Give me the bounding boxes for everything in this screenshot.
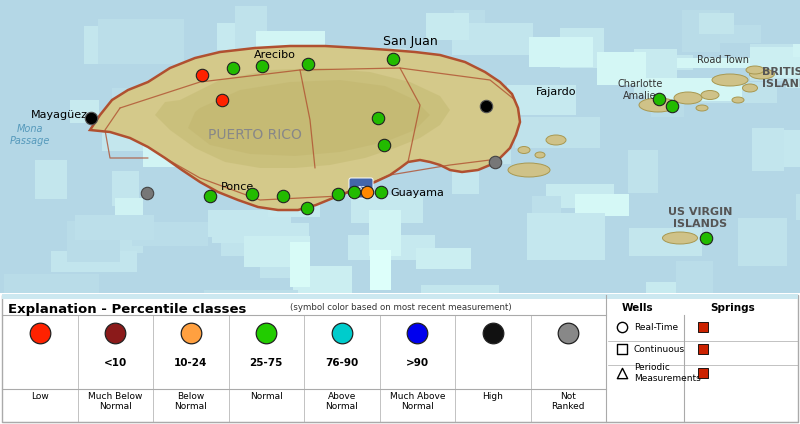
Text: 76-90: 76-90 <box>325 358 358 368</box>
FancyBboxPatch shape <box>349 178 373 198</box>
Point <box>361 189 374 195</box>
Polygon shape <box>188 80 430 156</box>
Ellipse shape <box>701 90 719 100</box>
Text: Charlotte
Amalie: Charlotte Amalie <box>618 79 662 101</box>
Point <box>666 103 678 109</box>
Text: (symbol color based on most recent measurement): (symbol color based on most recent measu… <box>290 303 512 312</box>
Ellipse shape <box>712 74 748 86</box>
Bar <box>2 294 798 299</box>
Point <box>616 324 629 330</box>
Point <box>203 192 216 199</box>
Point <box>616 370 629 377</box>
Ellipse shape <box>746 66 764 74</box>
Text: Arecibo: Arecibo <box>254 50 296 60</box>
Text: Explanation - Percentile classes: Explanation - Percentile classes <box>8 303 246 316</box>
Point <box>301 205 314 212</box>
Text: >90: >90 <box>406 358 429 368</box>
Text: High: High <box>482 392 503 401</box>
Point <box>411 329 424 336</box>
Point <box>109 329 122 336</box>
Text: BRITISH VIRGI
ISLANDS: BRITISH VIRGI ISLANDS <box>762 67 800 89</box>
Point <box>697 346 710 352</box>
Point <box>302 61 314 67</box>
Text: Low: Low <box>31 392 49 401</box>
Text: 52: 52 <box>358 187 366 192</box>
Ellipse shape <box>546 135 566 145</box>
Text: US VIRGIN
ISLANDS: US VIRGIN ISLANDS <box>668 207 732 229</box>
Point <box>378 142 390 148</box>
Text: Springs: Springs <box>710 303 754 313</box>
Point <box>486 329 499 336</box>
Ellipse shape <box>662 232 698 244</box>
Point <box>371 114 385 121</box>
Ellipse shape <box>508 163 550 177</box>
Ellipse shape <box>732 97 744 103</box>
Text: Much Below
Normal: Much Below Normal <box>88 392 142 411</box>
Ellipse shape <box>639 98 677 112</box>
Point <box>697 324 710 330</box>
Text: San Juan: San Juan <box>382 36 438 48</box>
Text: Guayama: Guayama <box>390 188 444 198</box>
Point <box>616 346 629 352</box>
Point <box>195 72 208 78</box>
Point <box>697 370 710 377</box>
Ellipse shape <box>696 105 708 111</box>
Text: Above
Normal: Above Normal <box>326 392 358 411</box>
Ellipse shape <box>742 84 758 92</box>
Point <box>85 114 98 121</box>
Point <box>34 329 46 336</box>
Text: Much Above
Normal: Much Above Normal <box>390 392 445 411</box>
Text: Mayagüez: Mayagüez <box>31 110 88 120</box>
Text: Normal: Normal <box>250 392 282 401</box>
Text: Fajardo: Fajardo <box>536 87 577 97</box>
Text: Wells: Wells <box>622 303 654 313</box>
Text: Real-Time: Real-Time <box>634 323 678 332</box>
Point <box>256 63 269 70</box>
Text: Not
Ranked: Not Ranked <box>551 392 585 411</box>
Text: Road Town: Road Town <box>697 55 749 65</box>
Point <box>480 103 493 109</box>
Text: Mona
Passage: Mona Passage <box>10 124 50 146</box>
Polygon shape <box>90 46 520 210</box>
Point <box>226 64 239 71</box>
Point <box>386 56 399 62</box>
Text: Periodic
Measurements: Periodic Measurements <box>634 363 701 383</box>
Ellipse shape <box>535 152 545 158</box>
Point <box>216 97 229 103</box>
Ellipse shape <box>750 69 774 79</box>
Point <box>335 329 348 336</box>
Polygon shape <box>155 68 450 168</box>
Text: PUERTO RICO: PUERTO RICO <box>208 128 302 142</box>
Point <box>331 191 344 198</box>
Text: Continuous: Continuous <box>634 344 685 354</box>
Point <box>653 95 666 102</box>
Point <box>699 234 713 241</box>
Text: <10: <10 <box>104 358 127 368</box>
Point <box>141 190 154 196</box>
Point <box>260 329 273 336</box>
Point <box>277 192 290 199</box>
Text: 25-75: 25-75 <box>250 358 283 368</box>
Point <box>347 189 360 195</box>
Point <box>184 329 197 336</box>
Ellipse shape <box>674 92 702 104</box>
Ellipse shape <box>518 147 530 153</box>
Text: Ponce: Ponce <box>222 182 254 192</box>
Point <box>374 189 387 195</box>
Text: Below
Normal: Below Normal <box>174 392 207 411</box>
Text: 10-24: 10-24 <box>174 358 207 368</box>
Point <box>246 191 258 198</box>
Point <box>489 159 502 165</box>
Point <box>562 329 574 336</box>
